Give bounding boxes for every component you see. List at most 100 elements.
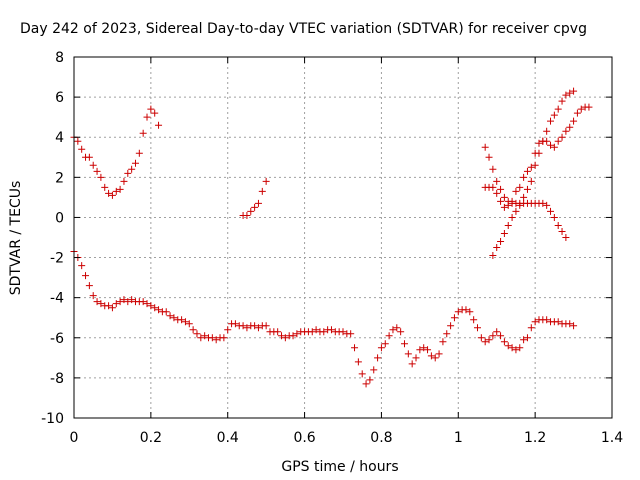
data-point [523, 167, 531, 175]
data-point [254, 199, 262, 207]
data-point [112, 300, 120, 308]
data-point [278, 332, 286, 340]
data-point [466, 308, 474, 316]
data-point [554, 137, 562, 145]
x-tick-label: 0 [70, 430, 79, 446]
data-point [535, 139, 543, 147]
data-point [101, 183, 109, 191]
data-point [193, 330, 201, 338]
data-point [293, 330, 301, 338]
data-point [489, 332, 497, 340]
data-point [370, 366, 378, 374]
data-point [577, 105, 585, 113]
data-point [320, 328, 328, 336]
series-satellite-track-6 [489, 87, 578, 260]
data-point [508, 213, 516, 221]
data-point [512, 187, 520, 195]
data-point [258, 187, 266, 195]
data-point [108, 191, 116, 199]
chart-title: Day 242 of 2023, Sidereal Day-to-day VTE… [20, 21, 587, 37]
data-point [251, 322, 259, 330]
data-point [358, 370, 366, 378]
data-point [562, 127, 570, 135]
data-point [397, 328, 405, 336]
x-tick-label: 0.8 [370, 430, 392, 446]
data-point [85, 282, 93, 290]
data-point [120, 296, 128, 304]
data-point [497, 238, 505, 246]
data-point [493, 177, 501, 185]
data-point [500, 193, 508, 201]
data-point [512, 207, 520, 215]
data-point [239, 322, 247, 330]
data-point [558, 97, 566, 105]
y-axis-label: SDTVAR / TECUs [8, 181, 24, 296]
data-point [523, 185, 531, 193]
data-point [527, 324, 535, 332]
data-point [531, 318, 539, 326]
data-point [212, 336, 220, 344]
axis-ticks [73, 56, 613, 419]
y-tick-label: -8 [50, 371, 64, 387]
data-point [554, 318, 562, 326]
data-point [408, 360, 416, 368]
y-tick-label: 6 [55, 90, 64, 106]
data-point [504, 342, 512, 350]
data-point [289, 332, 297, 340]
data-point [570, 87, 578, 95]
data-point [554, 221, 562, 229]
data-point [500, 338, 508, 346]
data-point [493, 189, 501, 197]
data-point [254, 324, 262, 332]
data-point [208, 334, 216, 342]
data-point [439, 338, 447, 346]
data-point [412, 354, 420, 362]
data-point [143, 113, 151, 121]
data-point [485, 336, 493, 344]
series-satellite-track-4 [481, 143, 570, 241]
data-point [93, 167, 101, 175]
data-point [274, 328, 282, 336]
data-point [550, 111, 558, 119]
data-point [497, 185, 505, 193]
series-satellite-track-5 [481, 103, 593, 211]
data-point [427, 352, 435, 360]
data-point [562, 91, 570, 99]
data-point [550, 143, 558, 151]
series-satellite-track-1 [70, 105, 163, 199]
data-point [474, 324, 481, 332]
x-tick-label: 1.2 [524, 430, 546, 446]
data-point [139, 129, 147, 137]
data-point [93, 298, 101, 306]
data-point [162, 308, 170, 316]
data-point [543, 316, 551, 324]
data-markers [70, 87, 593, 388]
data-point [481, 338, 489, 346]
data-point [539, 137, 547, 145]
data-point [543, 127, 551, 135]
data-point [170, 314, 178, 322]
y-tick-label: -2 [50, 251, 64, 267]
data-point [78, 145, 86, 153]
data-point [262, 322, 270, 330]
data-point [493, 328, 501, 336]
data-point [520, 173, 528, 181]
x-tick-label: 0.6 [293, 430, 315, 446]
data-point [220, 334, 228, 342]
data-point [493, 244, 501, 252]
data-point [97, 173, 105, 181]
y-tick-label: -6 [50, 331, 64, 347]
data-point [120, 177, 128, 185]
data-point [124, 169, 132, 177]
data-point [504, 221, 512, 229]
data-point [539, 199, 547, 207]
data-point [543, 201, 551, 209]
data-point [147, 105, 155, 113]
data-point [116, 298, 124, 306]
data-point [508, 197, 516, 205]
data-point [512, 346, 520, 354]
x-tick-label: 1 [454, 430, 463, 446]
data-point [481, 143, 489, 151]
data-point [128, 296, 136, 304]
x-tick-label: 1.4 [601, 430, 623, 446]
